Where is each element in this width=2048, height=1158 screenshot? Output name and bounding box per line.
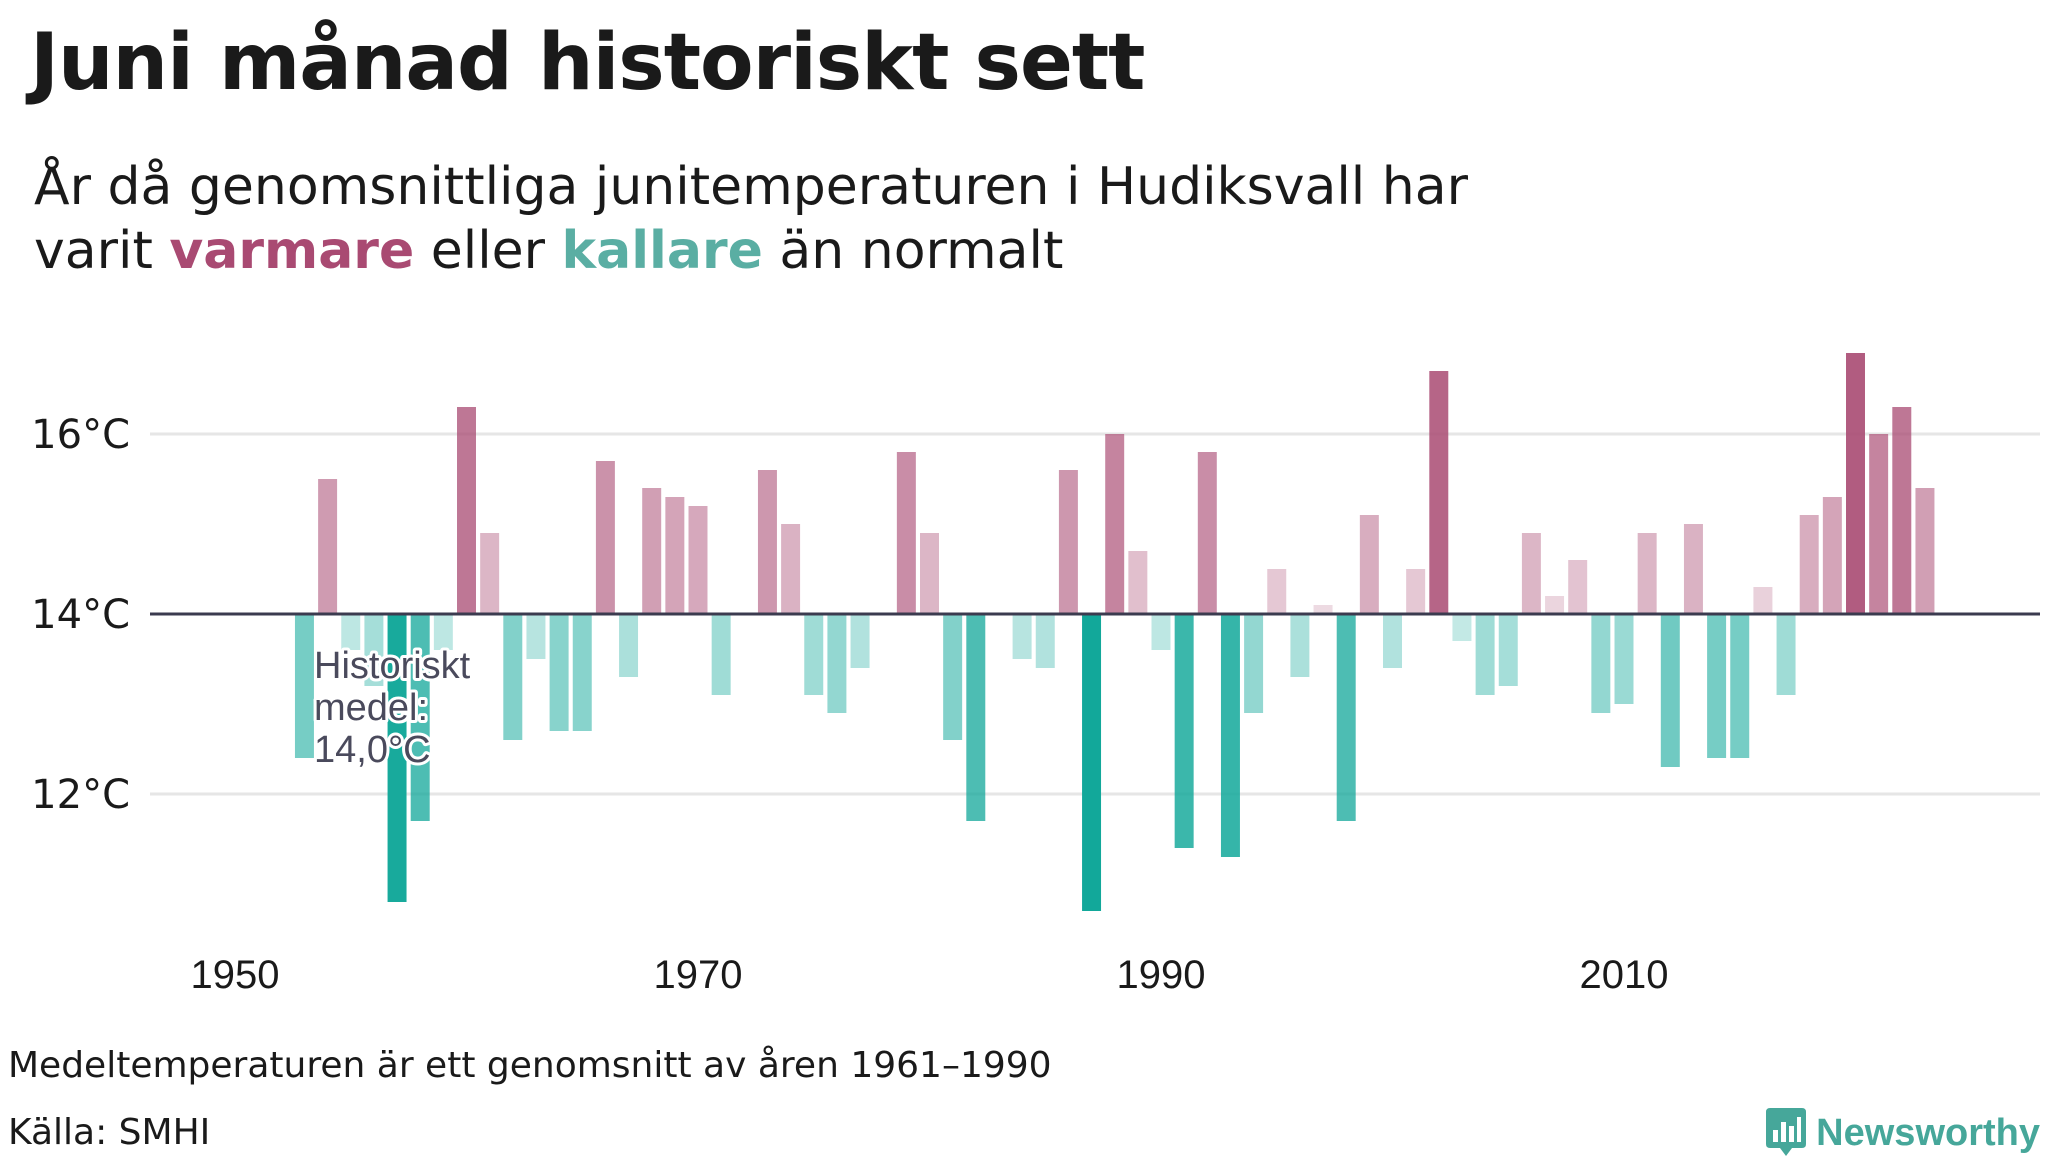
bar: [1452, 614, 1472, 641]
y-tick-label: 14°C: [31, 592, 130, 638]
y-tick-label: 12°C: [31, 772, 130, 818]
bar: [1521, 533, 1541, 614]
bar: [1545, 596, 1565, 614]
bar: [526, 614, 546, 659]
bar: [642, 488, 662, 614]
subtitle-warm-word: varmare: [169, 221, 415, 281]
bar: [1568, 560, 1588, 614]
chart-title: Juni månad historiskt sett: [30, 18, 1145, 108]
bar: [1591, 614, 1611, 713]
subtitle-line1: År då genomsnittliga junitemperaturen i …: [34, 157, 1468, 217]
bar: [387, 614, 407, 902]
bar: [757, 470, 777, 614]
bar: [572, 614, 592, 731]
subtitle-mid: eller: [414, 221, 562, 281]
bar: [1707, 614, 1727, 758]
bar: [804, 614, 824, 695]
bar: [364, 614, 384, 686]
bar: [619, 614, 639, 677]
bar: [1683, 524, 1703, 614]
bar: [433, 614, 453, 650]
source-note: Källa: SMHI: [8, 1112, 211, 1153]
bar: [665, 497, 685, 614]
bar-chart-icon: [1766, 1108, 1807, 1156]
bar: [1637, 533, 1657, 614]
bar: [1475, 614, 1495, 695]
bar: [595, 461, 615, 614]
bar: [943, 614, 963, 740]
bar: [1244, 614, 1264, 713]
bar: [1614, 614, 1634, 704]
bar: [1429, 371, 1449, 614]
bar: [1151, 614, 1171, 650]
bar: [1869, 434, 1889, 614]
bar: [1846, 353, 1865, 614]
baseline-annotation: medel:: [314, 687, 428, 729]
bar: [1799, 515, 1819, 614]
bar: [1128, 551, 1148, 614]
bar: [1730, 614, 1750, 758]
bar: [1822, 497, 1842, 614]
baseline-annotation: Historiskt: [314, 645, 471, 687]
bar: [1197, 452, 1217, 614]
bar: [1058, 470, 1078, 614]
x-tick-label: 1970: [654, 953, 743, 997]
bar: [1892, 407, 1912, 614]
x-tick-label: 1950: [191, 953, 280, 997]
subtitle-line2-pre: varit: [34, 221, 170, 281]
bar: [549, 614, 569, 731]
bar: [1776, 614, 1796, 695]
bar: [1082, 614, 1102, 911]
bar: [711, 614, 731, 695]
bar: [896, 452, 916, 614]
bar: [850, 614, 870, 668]
bar: [341, 614, 361, 650]
subtitle-line2-post: än normalt: [762, 221, 1064, 281]
bar: [1220, 614, 1240, 857]
bar: [1267, 569, 1287, 614]
bar: [1359, 515, 1379, 614]
bar: [1915, 488, 1935, 614]
bar: [294, 614, 314, 758]
footnote: Medeltemperaturen är ett genomsnitt av å…: [8, 1045, 1052, 1086]
bar: [781, 524, 801, 614]
bar: [503, 614, 523, 740]
bar: [1035, 614, 1055, 668]
bar: [480, 533, 500, 614]
newsworthy-logo: Newsworthy: [1764, 1108, 2040, 1158]
bar: [1498, 614, 1518, 686]
baseline-annotation: 14,0°C: [314, 729, 431, 771]
bar: [920, 533, 939, 614]
bar: [1336, 614, 1356, 821]
bar: [688, 506, 708, 614]
bar: [827, 614, 847, 713]
chart-subtitle: År då genomsnittliga junitemperaturen i …: [34, 155, 1534, 283]
bar: [1660, 614, 1680, 767]
bar: [1174, 614, 1194, 848]
bar: [1406, 569, 1426, 614]
bar: [1012, 614, 1032, 659]
bar: [1290, 614, 1310, 677]
x-tick-label: 1990: [1117, 953, 1206, 997]
logo-text: Newsworthy: [1816, 1111, 2040, 1154]
bar: [1105, 434, 1125, 614]
bar: [410, 614, 430, 821]
bar: [1753, 587, 1773, 614]
bar: [1383, 614, 1402, 668]
subtitle-cold-word: kallare: [561, 221, 763, 281]
x-tick-label: 2010: [1580, 953, 1669, 997]
bar: [966, 614, 986, 821]
bar: [1313, 605, 1333, 614]
y-tick-label: 16°C: [31, 412, 130, 458]
bar: [318, 479, 338, 614]
bar: [457, 407, 476, 614]
